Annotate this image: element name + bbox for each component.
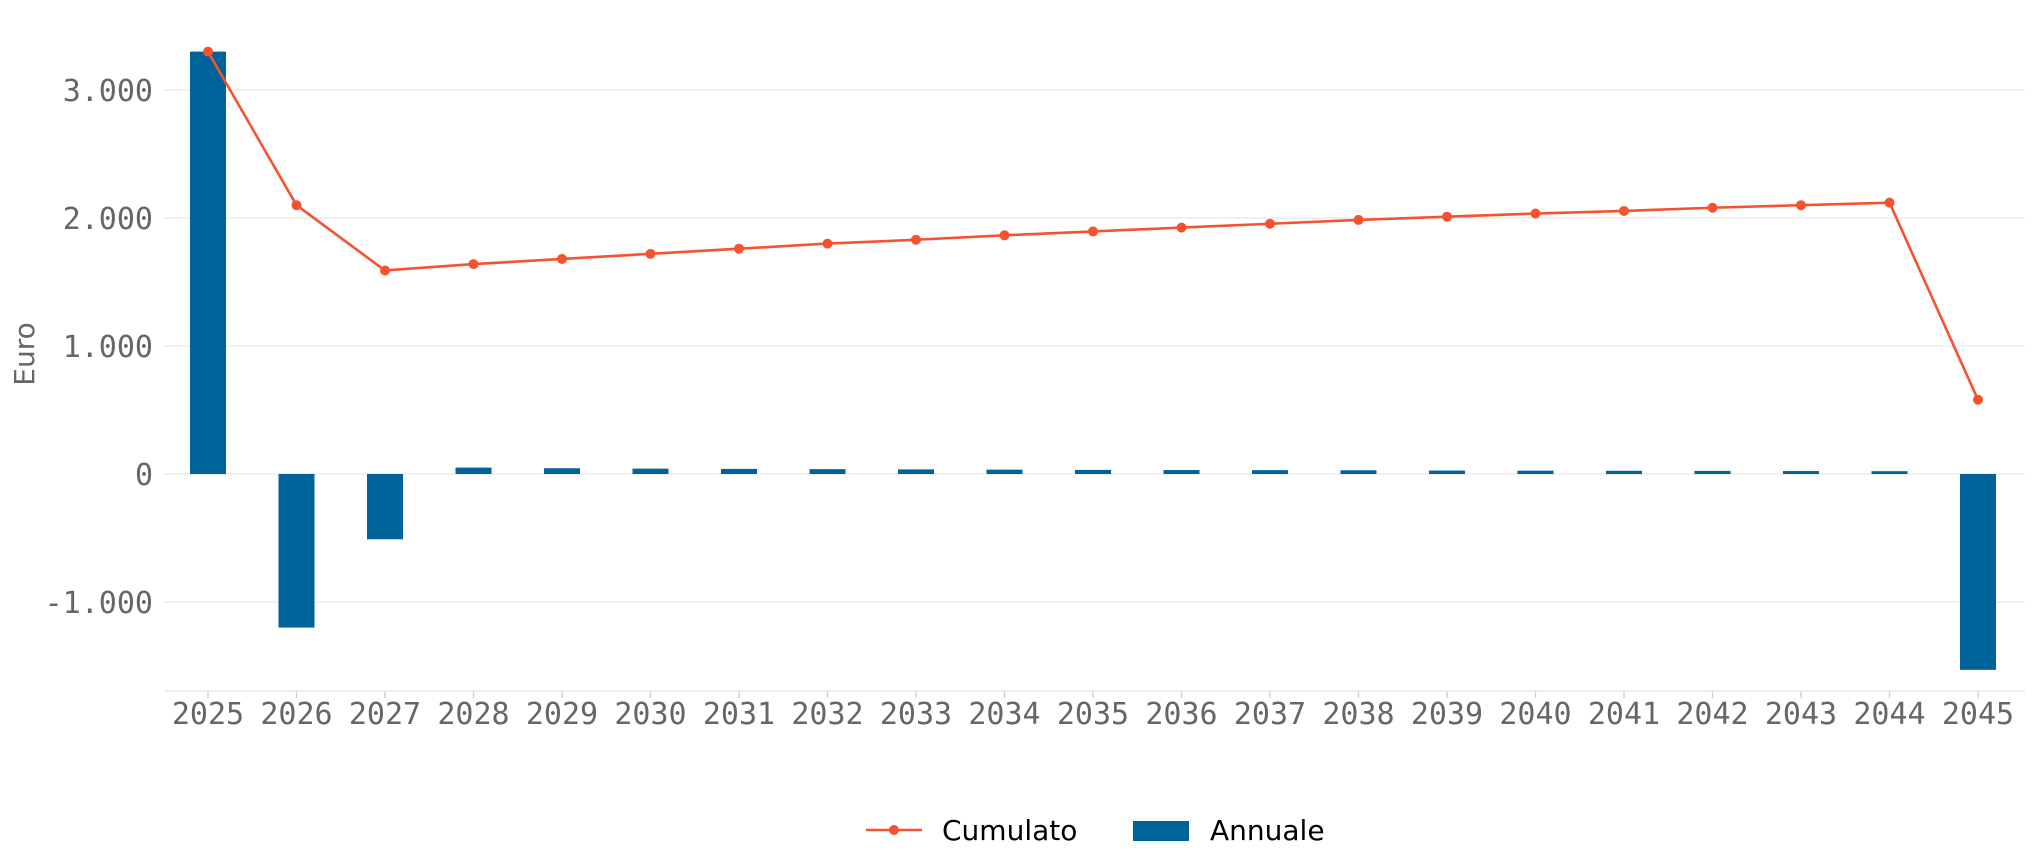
bar-annuale <box>1517 470 1554 474</box>
bar-annuale <box>1960 474 1996 670</box>
bar-annuale <box>809 469 846 474</box>
grid-lines <box>165 89 2025 603</box>
point-cumulato <box>911 234 921 245</box>
bar-series-annuale <box>190 51 1996 670</box>
point-cumulato <box>1176 222 1187 233</box>
point-cumulato <box>1884 197 1895 208</box>
y-axis-title: Euro <box>8 322 41 385</box>
x-tick-label: 2038 <box>1322 697 1394 732</box>
point-cumulato <box>1442 211 1452 222</box>
legend: Cumulato Annuale <box>866 814 1325 847</box>
point-cumulato <box>822 238 833 249</box>
x-tick-label: 2031 <box>703 697 775 732</box>
x-tick-label: 2043 <box>1765 697 1837 732</box>
point-cumulato <box>380 265 390 276</box>
bar-annuale <box>1340 470 1377 474</box>
x-tick-label: 2037 <box>1234 697 1306 732</box>
bar-annuale <box>455 467 492 474</box>
x-tick-label: 2045 <box>1942 697 2014 732</box>
y-tick-label: 2.000 <box>63 202 153 237</box>
bar-annuale <box>721 468 757 474</box>
bar-annuale <box>986 469 1023 474</box>
bar-annuale <box>544 468 580 474</box>
point-cumulato <box>203 46 213 57</box>
x-tick-label: 2029 <box>526 697 598 732</box>
bar-annuale <box>1694 470 1731 474</box>
x-tick-label: 2027 <box>349 697 421 732</box>
point-cumulato <box>645 248 656 259</box>
x-tick-label: 2026 <box>260 697 332 732</box>
x-tick-label: 2034 <box>968 697 1040 732</box>
x-tick-label: 2033 <box>880 697 952 732</box>
point-cumulato <box>734 243 744 254</box>
point-cumulato <box>1265 218 1275 229</box>
bar-annuale <box>1871 471 1908 474</box>
legend-cumulato-marker-swatch <box>889 825 899 835</box>
legend-annuale-bar-swatch <box>1133 821 1189 841</box>
y-tick-label: 1.000 <box>63 330 153 365</box>
legend-cumulato-label: Cumulato <box>942 814 1077 847</box>
bar-annuale <box>190 51 226 474</box>
legend-annuale-label: Annuale <box>1210 814 1325 847</box>
point-cumulato <box>999 230 1010 241</box>
point-cumulato <box>557 253 567 264</box>
bar-annuale <box>1606 470 1642 474</box>
bar-annuale <box>278 474 315 628</box>
point-cumulato <box>1973 394 1983 405</box>
x-tick-label: 2044 <box>1853 697 1925 732</box>
x-tick-label: 2028 <box>437 697 509 732</box>
point-cumulato <box>468 259 479 270</box>
x-tick-label: 2039 <box>1411 697 1483 732</box>
x-axis-ticks: 2025 2026 2027 2028 2029 2030 2031 2032 2033 2034… <box>172 691 2014 732</box>
point-cumulato <box>1353 214 1364 225</box>
x-tick-label: 2025 <box>172 697 244 732</box>
y-tick-label: 3.000 <box>63 74 153 109</box>
bar-annuale <box>1429 470 1465 474</box>
x-tick-label: 2030 <box>614 697 686 732</box>
bar-annuale <box>1783 471 1819 474</box>
y-tick-label: -1.000 <box>45 586 153 621</box>
bar-annuale <box>1252 470 1288 474</box>
y-tick-label: 0 <box>135 458 153 493</box>
bar-annuale <box>898 469 934 474</box>
x-tick-label: 2035 <box>1057 697 1129 732</box>
x-tick-label: 2041 <box>1588 697 1660 732</box>
bar-annuale <box>367 474 403 540</box>
point-cumulato <box>1707 202 1718 213</box>
point-cumulato <box>1796 200 1806 211</box>
bar-annuale <box>1163 470 1200 474</box>
line-series-cumulato <box>203 46 1983 405</box>
bar-annuale <box>632 468 669 474</box>
bar-annuale <box>1075 469 1111 474</box>
point-cumulato <box>1088 226 1098 237</box>
x-tick-label: 2032 <box>791 697 863 732</box>
point-cumulato <box>1530 208 1541 219</box>
x-tick-label: 2036 <box>1145 697 1217 732</box>
x-tick-label: 2040 <box>1499 697 1571 732</box>
line-cumulato <box>206 50 1980 401</box>
point-cumulato <box>291 200 302 211</box>
x-tick-label: 2042 <box>1676 697 1748 732</box>
point-cumulato <box>1619 205 1629 216</box>
y-axis-ticks: -1.000 0 1.000 2.000 3.000 <box>45 74 153 621</box>
